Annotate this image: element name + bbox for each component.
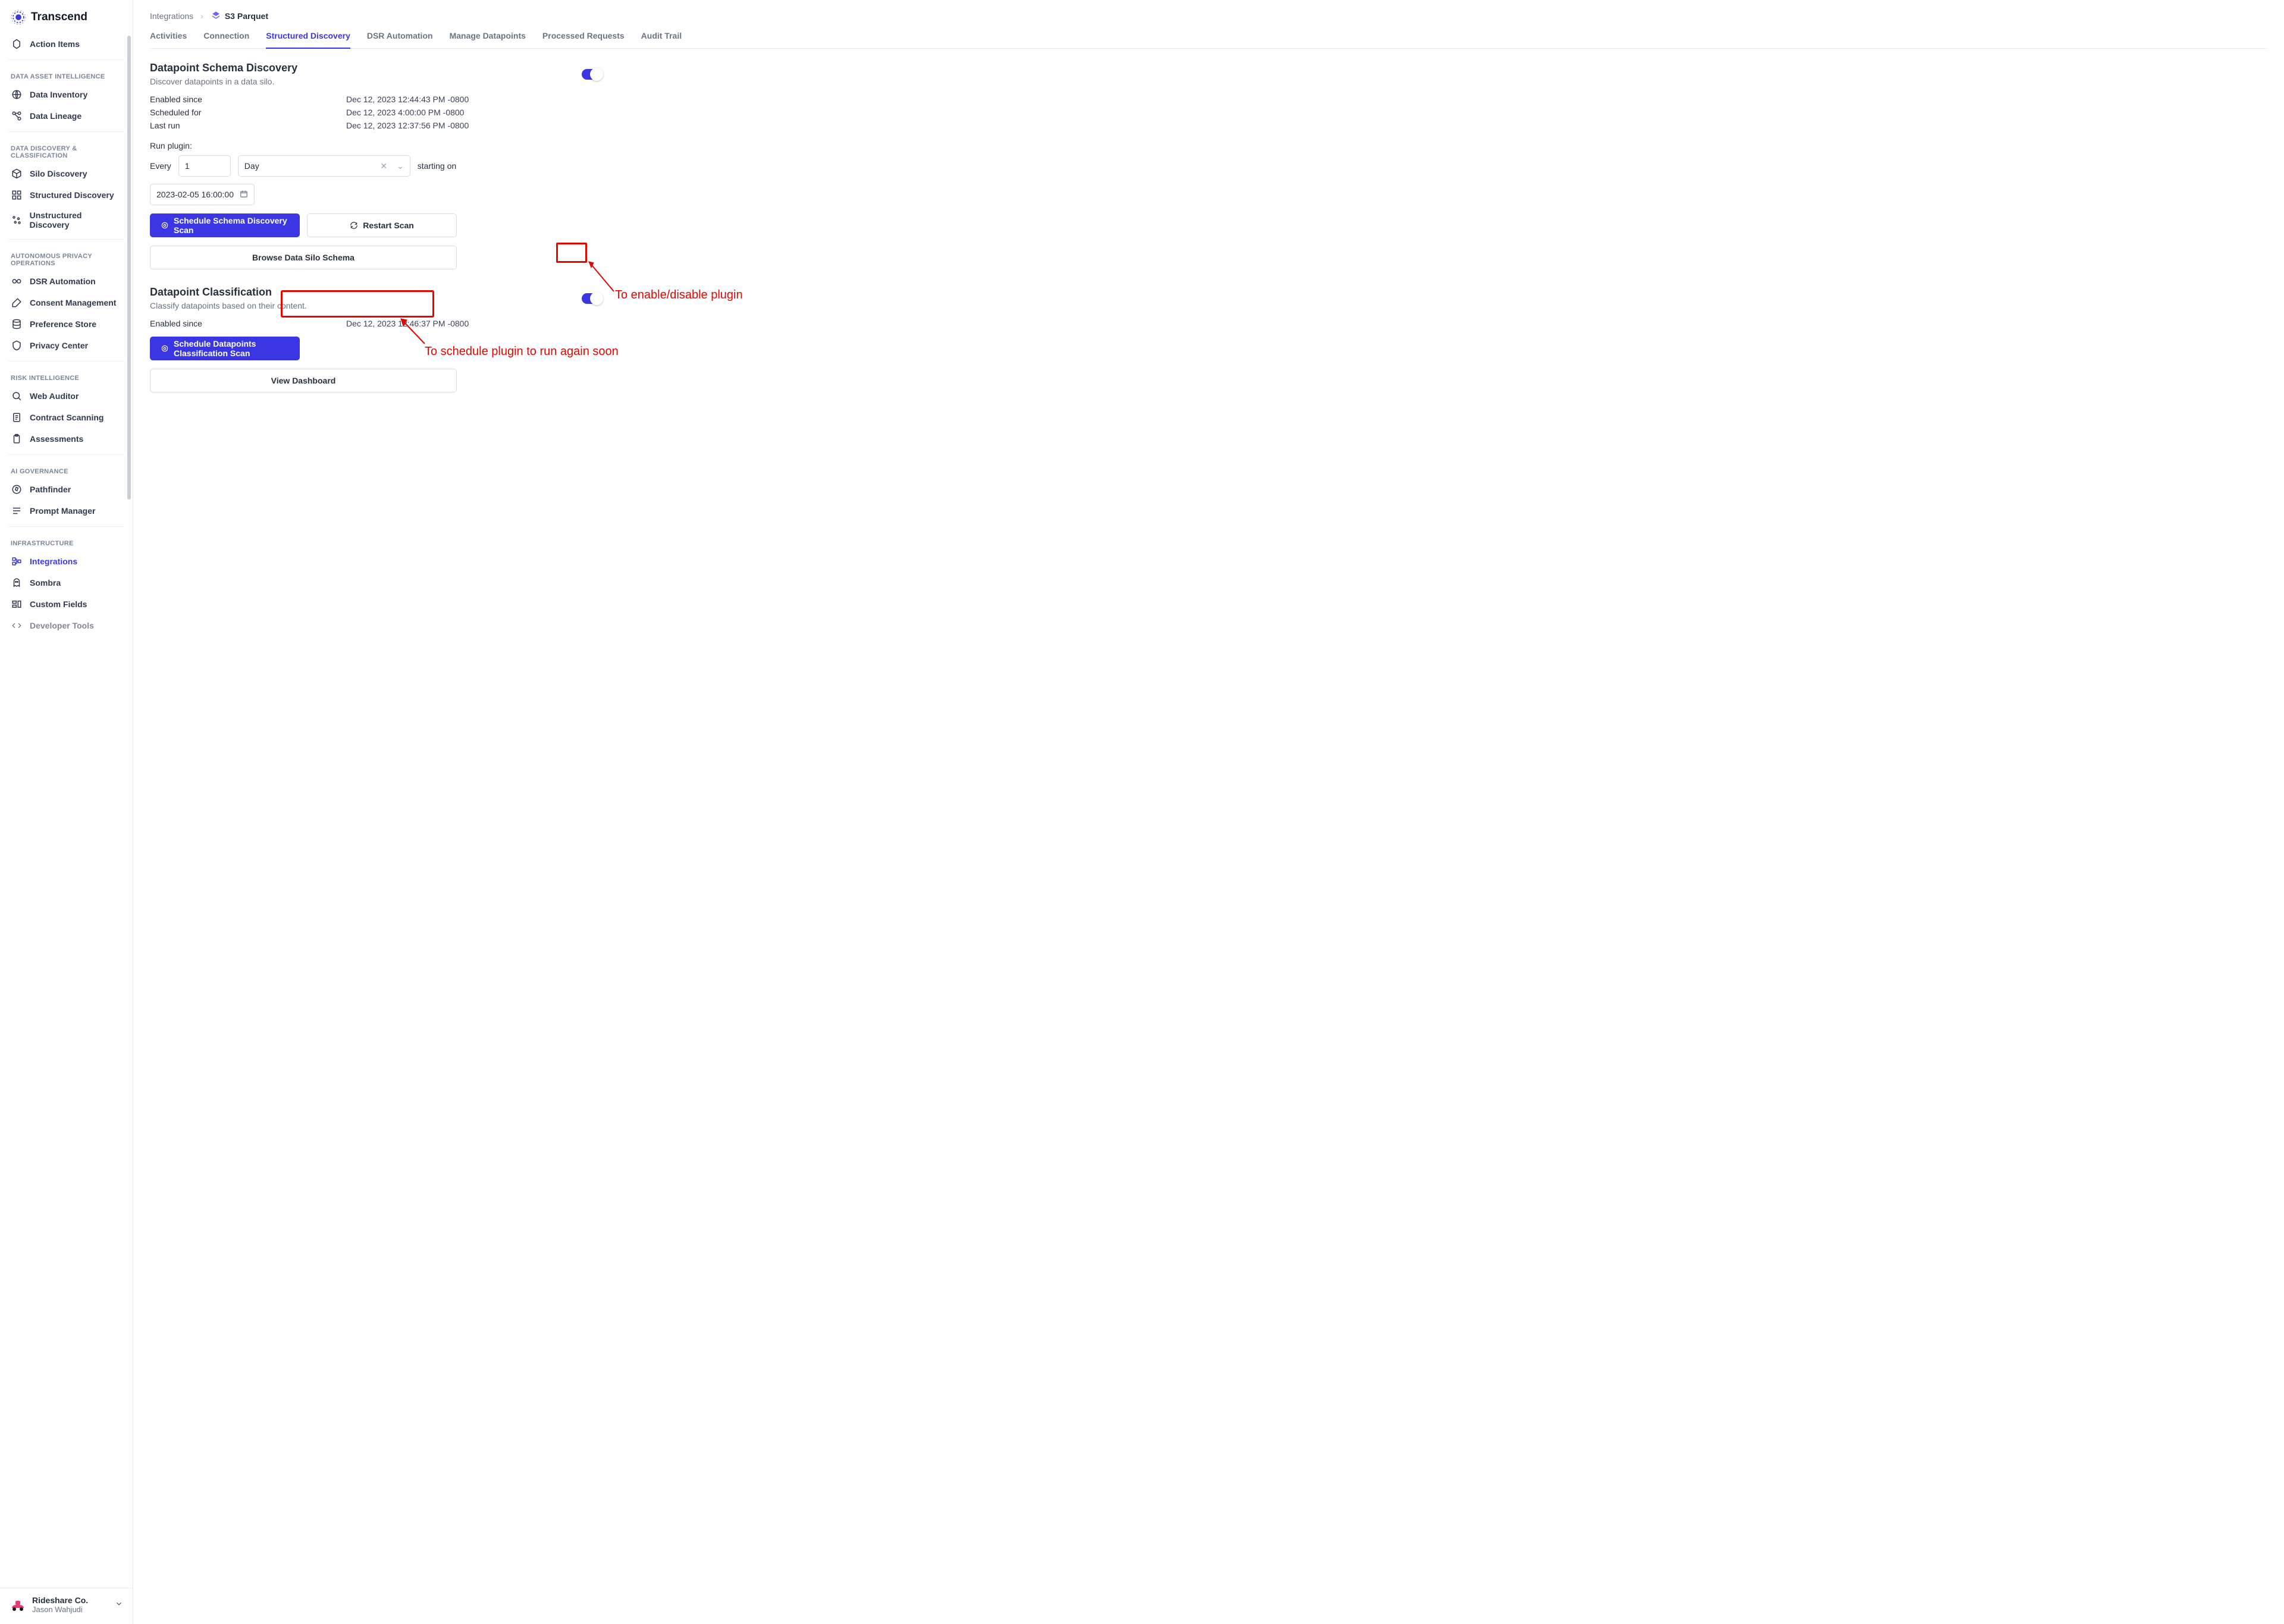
nav-integrations[interactable]: Integrations: [0, 551, 133, 572]
nav-unstructured-discovery[interactable]: Unstructured Discovery: [0, 206, 133, 234]
breadcrumb-current: S3 Parquet: [211, 11, 268, 21]
start-date-input[interactable]: 2023-02-05 16:00:00: [150, 184, 255, 205]
divider: [8, 59, 124, 60]
refresh-icon: [350, 221, 358, 230]
nav-action-items[interactable]: Action Items: [0, 33, 133, 55]
breadcrumb-root[interactable]: Integrations: [150, 11, 193, 21]
restart-scan-button[interactable]: Restart Scan: [307, 213, 457, 237]
tab-manage-datapoints[interactable]: Manage Datapoints: [450, 31, 526, 48]
tab-activities[interactable]: Activities: [150, 31, 187, 48]
company-avatar-icon: [10, 1598, 26, 1612]
automation-icon: [11, 275, 23, 287]
schema-discovery-panel: Datapoint Schema Discovery Discover data…: [150, 62, 602, 269]
clear-icon[interactable]: ✕: [380, 161, 387, 171]
section-label: DATA ASSET INTELLIGENCE: [0, 65, 133, 84]
classification-panel: Datapoint Classification Classify datapo…: [150, 286, 602, 392]
schema-enabled-since: Dec 12, 2023 12:44:43 PM -0800: [346, 95, 469, 104]
classification-subtitle: Classify datapoints based on their conte…: [150, 301, 403, 310]
action-items-icon: [11, 38, 23, 50]
search-icon: [11, 390, 23, 402]
tab-dsr-automation[interactable]: DSR Automation: [367, 31, 433, 48]
schema-enable-toggle[interactable]: [582, 69, 602, 80]
tab-audit-trail[interactable]: Audit Trail: [641, 31, 682, 48]
section-label: INFRASTRUCTURE: [0, 532, 133, 551]
chevron-down-icon: ⌄: [397, 161, 404, 171]
annotation-text-schedule: To schedule plugin to run again soon: [425, 345, 619, 359]
nav-developer-tools[interactable]: Developer Tools: [0, 615, 133, 636]
nav-data-lineage[interactable]: Data Lineage: [0, 105, 133, 127]
main-content: Integrations › S3 Parquet Activities Con…: [133, 0, 2284, 1624]
clipboard-icon: [11, 433, 23, 445]
scatter-icon: [11, 214, 23, 226]
s3-parquet-icon: [211, 11, 221, 21]
run-plugin-label: Run plugin:: [150, 141, 602, 150]
interval-input[interactable]: 1: [178, 155, 231, 177]
annotation-arrow-schedule: [395, 314, 437, 350]
nav-sombra[interactable]: Sombra: [0, 572, 133, 593]
chevron-right-icon: ›: [200, 11, 203, 21]
interval-unit-select[interactable]: Day ✕ ⌄: [238, 155, 410, 177]
nav-consent-management[interactable]: Consent Management: [0, 292, 133, 313]
list-icon: [11, 505, 23, 517]
tab-structured-discovery[interactable]: Structured Discovery: [266, 31, 350, 49]
schema-scheduled-for: Dec 12, 2023 4:00:00 PM -0800: [346, 108, 464, 117]
cube-icon: [11, 168, 23, 180]
schema-last-run: Dec 12, 2023 12:37:56 PM -0800: [346, 121, 469, 130]
database-icon: [11, 318, 23, 330]
browse-schema-button[interactable]: Browse Data Silo Schema: [150, 246, 457, 269]
annotation-arrow-toggle: [584, 256, 620, 297]
sidebar: Transcend Action Items DATA ASSET INTELL…: [0, 0, 133, 1624]
schema-title: Datapoint Schema Discovery: [150, 62, 445, 74]
nav-data-inventory[interactable]: Data Inventory: [0, 84, 133, 105]
brand-name: Transcend: [31, 11, 87, 24]
user-name: Jason Wahjudi: [32, 1605, 109, 1614]
account-switcher[interactable]: Rideshare Co. Jason Wahjudi: [0, 1588, 133, 1624]
section-label: AUTONOMOUS PRIVACY OPERATIONS: [0, 244, 133, 271]
classification-title: Datapoint Classification: [150, 286, 403, 299]
shield-icon: [11, 340, 23, 351]
target-icon: [161, 221, 169, 230]
tab-processed-requests[interactable]: Processed Requests: [542, 31, 625, 48]
compass-icon: [11, 483, 23, 495]
nav-structured-discovery[interactable]: Structured Discovery: [0, 184, 133, 206]
nav-silo-discovery[interactable]: Silo Discovery: [0, 163, 133, 184]
fields-icon: [11, 598, 23, 610]
tabs: Activities Connection Structured Discove…: [150, 31, 2267, 49]
transcend-logo-icon: [11, 10, 26, 25]
nav-custom-fields[interactable]: Custom Fields: [0, 593, 133, 615]
nav-web-auditor[interactable]: Web Auditor: [0, 385, 133, 407]
nav-assessments[interactable]: Assessments: [0, 428, 133, 450]
schedule-schema-scan-button[interactable]: Schedule Schema Discovery Scan: [150, 213, 300, 237]
nav-pathfinder[interactable]: Pathfinder: [0, 479, 133, 500]
consent-icon: [11, 297, 23, 309]
annotation-text-toggle: To enable/disable plugin: [615, 288, 743, 302]
lineage-icon: [11, 110, 23, 122]
section-label: AI GOVERNANCE: [0, 460, 133, 479]
chevron-down-icon: [115, 1600, 123, 1610]
breadcrumb: Integrations › S3 Parquet: [150, 11, 2267, 21]
section-label: DATA DISCOVERY & CLASSIFICATION: [0, 137, 133, 163]
schedule-classification-scan-button[interactable]: Schedule Datapoints Classification Scan: [150, 337, 300, 360]
schema-subtitle: Discover datapoints in a data silo.: [150, 77, 445, 86]
integrations-icon: [11, 555, 23, 567]
calendar-icon: [240, 190, 248, 200]
boxes-icon: [11, 189, 23, 201]
nav-prompt-manager[interactable]: Prompt Manager: [0, 500, 133, 522]
view-dashboard-button[interactable]: View Dashboard: [150, 369, 457, 392]
brand-logo[interactable]: Transcend: [0, 0, 133, 33]
document-scan-icon: [11, 412, 23, 423]
ghost-icon: [11, 577, 23, 589]
nav-privacy-center[interactable]: Privacy Center: [0, 335, 133, 356]
company-name: Rideshare Co.: [32, 1595, 109, 1606]
section-label: RISK INTELLIGENCE: [0, 366, 133, 385]
code-icon: [11, 620, 23, 632]
globe-icon: [11, 89, 23, 100]
nav-dsr-automation[interactable]: DSR Automation: [0, 271, 133, 292]
nav-preference-store[interactable]: Preference Store: [0, 313, 133, 335]
nav-contract-scanning[interactable]: Contract Scanning: [0, 407, 133, 428]
target-icon: [161, 344, 169, 353]
tab-connection[interactable]: Connection: [203, 31, 249, 48]
